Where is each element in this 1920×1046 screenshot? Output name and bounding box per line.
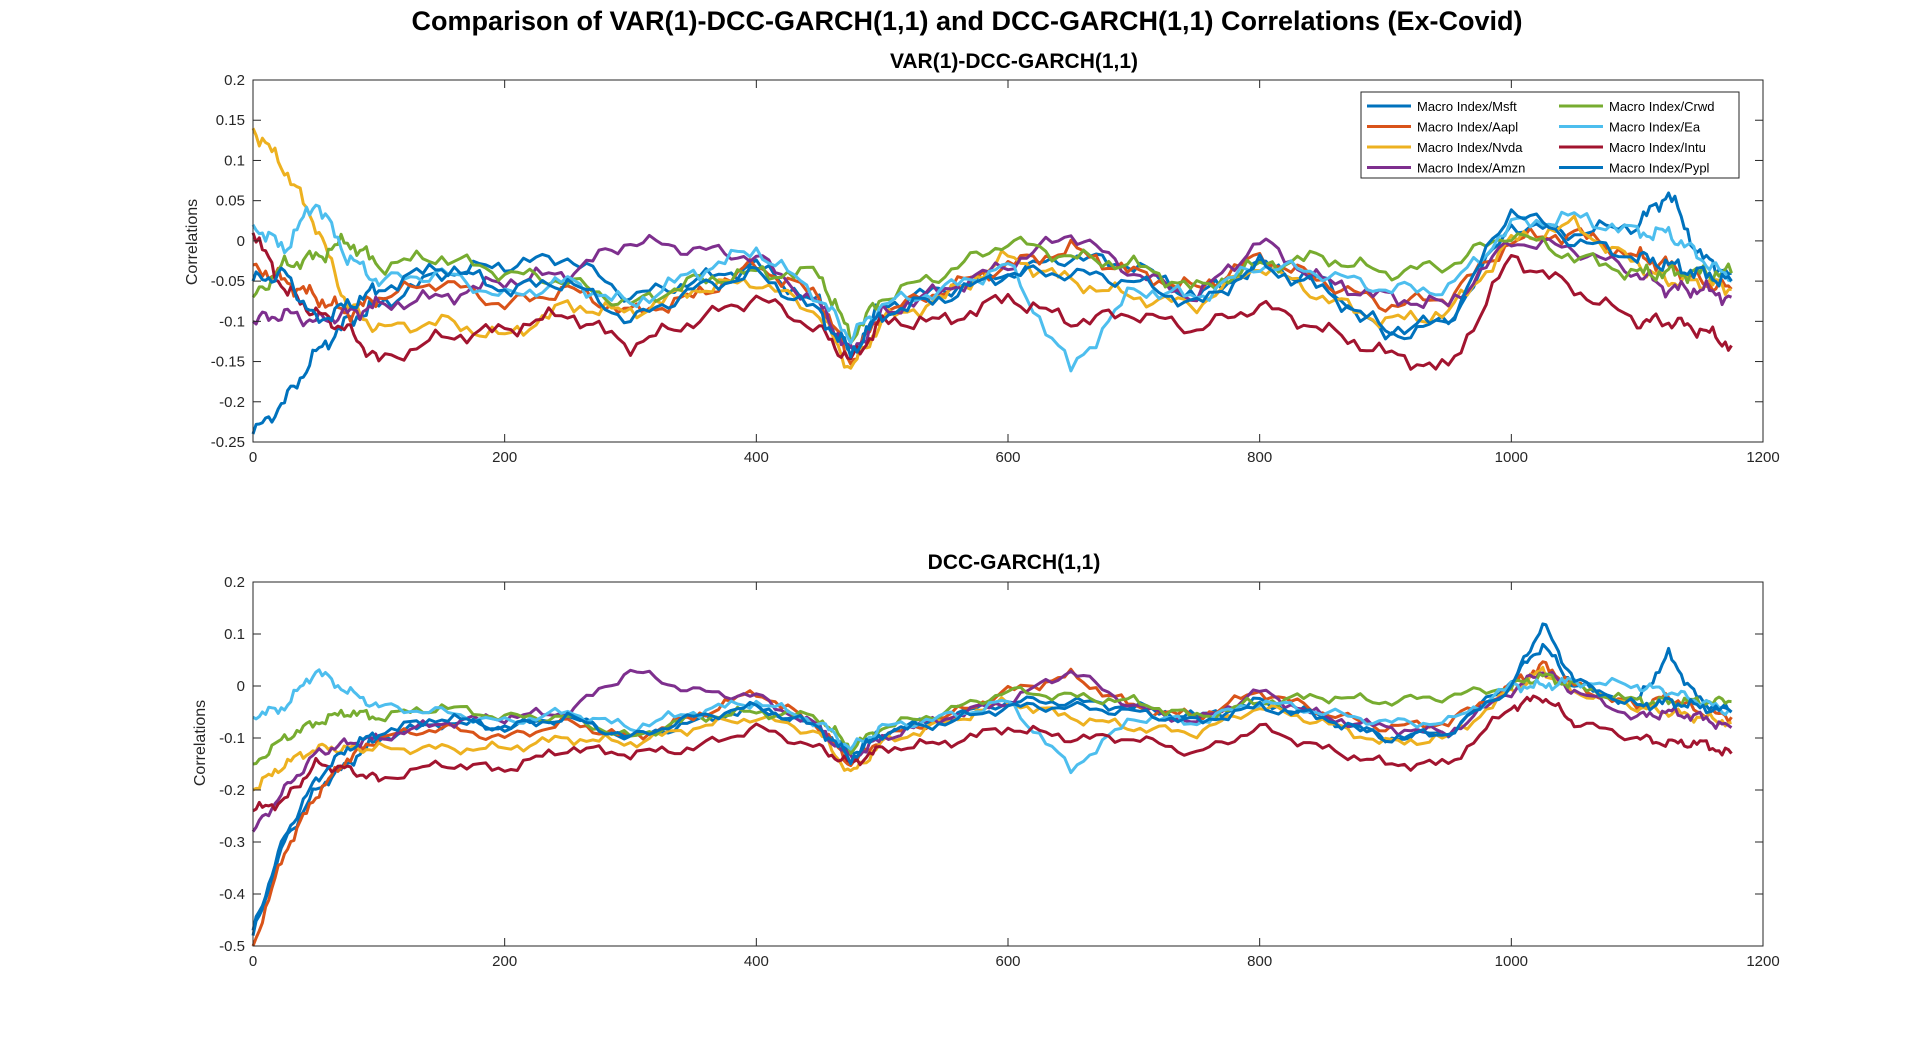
series-lines bbox=[251, 622, 1733, 947]
y-tick-label: 0 bbox=[237, 678, 245, 695]
series-line-macro-index-pypl bbox=[251, 208, 1733, 359]
chart-panel-var-dcc: VAR(1)-DCC-GARCH(1,1) Correlations 0 200 4… bbox=[184, 50, 1780, 466]
y-tick-label: 0.2 bbox=[224, 72, 245, 89]
y-tick-label: -0.1 bbox=[219, 313, 245, 330]
legend-label: Macro Index/Amzn bbox=[1417, 161, 1525, 176]
chart-title: VAR(1)-DCC-GARCH(1,1) bbox=[890, 50, 1138, 73]
y-axis-label: Correlations bbox=[184, 199, 201, 285]
legend-label: Macro Index/Intu bbox=[1609, 140, 1706, 155]
axes-frame bbox=[252, 581, 1764, 947]
series-lines bbox=[251, 127, 1733, 435]
legend-label: Macro Index/Pypl bbox=[1609, 161, 1710, 176]
legend: Macro Index/Msft Macro Index/Aapl Macro In… bbox=[1360, 91, 1740, 179]
series-line-macro-index-crwd bbox=[251, 232, 1733, 345]
y-axis-label: Correlations bbox=[192, 700, 209, 786]
legend-label: Macro Index/Nvda bbox=[1417, 140, 1523, 155]
y-tick-label: -0.5 bbox=[219, 938, 245, 955]
series-line-macro-index-intu bbox=[252, 694, 1733, 813]
chart-title: DCC-GARCH(1,1) bbox=[928, 551, 1101, 574]
chart-panel-dcc: DCC-GARCH(1,1) Correlations 0 200 400 600 80… bbox=[192, 551, 1780, 970]
legend-label: Macro Index/Ea bbox=[1609, 120, 1701, 135]
x-tick-label: 200 bbox=[492, 953, 517, 970]
series-line-macro-index-ea bbox=[252, 668, 1733, 775]
figure-title: Comparison of VAR(1)-DCC-GARCH(1,1) and … bbox=[411, 6, 1522, 36]
y-tick-label: -0.4 bbox=[219, 886, 245, 903]
legend-box bbox=[1360, 91, 1740, 179]
y-tick-label: -0.25 bbox=[211, 434, 245, 451]
axis-ticks: 0 200 400 600 800 1000 1200 -0.5 -0.4 -0.3 -0.2 -0.… bbox=[219, 574, 1780, 970]
y-tick-label: 0.1 bbox=[224, 152, 245, 169]
legend-label: Macro Index/Aapl bbox=[1417, 120, 1518, 135]
x-tick-label: 1200 bbox=[1746, 953, 1779, 970]
y-tick-label: -0.3 bbox=[219, 834, 245, 851]
x-tick-label: 1200 bbox=[1746, 449, 1779, 466]
series-line-macro-index-pypl bbox=[251, 622, 1733, 931]
series-line-macro-index-nvda bbox=[252, 665, 1732, 792]
axis-ticks: 0 200 400 600 800 1000 1200 -0.25 -0.2 -0.15 -0.1 -… bbox=[211, 72, 1780, 466]
series-line-macro-index-msft bbox=[251, 191, 1732, 435]
x-tick-label: 600 bbox=[995, 449, 1020, 466]
series-line-macro-index-ea bbox=[251, 203, 1732, 373]
x-tick-label: 0 bbox=[249, 953, 257, 970]
y-tick-label: 0 bbox=[237, 233, 245, 250]
y-tick-label: 0.15 bbox=[216, 112, 245, 129]
x-tick-label: 1000 bbox=[1495, 953, 1528, 970]
x-tick-label: 400 bbox=[744, 449, 769, 466]
series-line-macro-index-aapl bbox=[252, 226, 1733, 366]
axes-frame bbox=[252, 79, 1764, 443]
x-tick-label: 1000 bbox=[1495, 449, 1528, 466]
x-tick-label: 0 bbox=[249, 449, 257, 466]
series-line-macro-index-intu bbox=[251, 232, 1733, 371]
y-tick-label: 0.2 bbox=[224, 574, 245, 591]
legend-label: Macro Index/Crwd bbox=[1609, 99, 1714, 114]
y-tick-label: -0.1 bbox=[219, 730, 245, 747]
y-tick-label: -0.15 bbox=[211, 354, 245, 371]
y-tick-label: -0.2 bbox=[219, 782, 245, 799]
x-tick-label: 200 bbox=[492, 449, 517, 466]
y-tick-label: 0.05 bbox=[216, 193, 245, 210]
x-tick-label: 800 bbox=[1247, 953, 1272, 970]
y-tick-label: 0.1 bbox=[224, 626, 245, 643]
x-tick-label: 400 bbox=[744, 953, 769, 970]
x-tick-label: 800 bbox=[1247, 449, 1272, 466]
y-tick-label: -0.2 bbox=[219, 394, 245, 411]
y-tick-label: -0.05 bbox=[211, 273, 245, 290]
x-tick-label: 600 bbox=[995, 953, 1020, 970]
series-line-macro-index-amzn bbox=[252, 233, 1733, 354]
legend-label: Macro Index/Msft bbox=[1417, 99, 1517, 114]
